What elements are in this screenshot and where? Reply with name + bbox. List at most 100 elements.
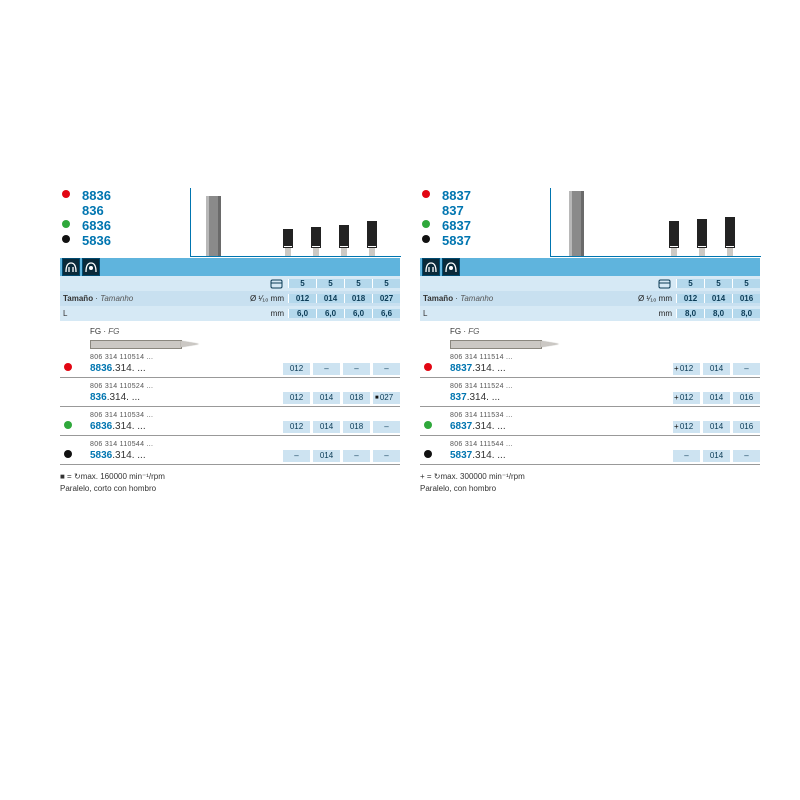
footnote: + = ↻max. 300000 min⁻¹/rpmParalelo, con … [420,465,760,495]
pkg-cell: 5 [288,279,316,288]
header-cell: 014 [704,294,732,303]
shank-icon [450,340,542,349]
product-codes: 806 314 111544 ...5837.314. ... [420,440,670,462]
large-bur-icon [569,191,584,256]
series-code: 5836 [82,233,111,248]
product-row: 806 314 110534 ...6836.314. ...012014018… [60,407,400,436]
package-icon [624,278,676,289]
size-cell: – [340,450,370,462]
size-cell: 012 [670,421,700,433]
row-unit: mm [624,309,676,318]
iso-number: 806 314 111544 ... [450,440,670,449]
size-cell: 014 [700,421,730,433]
product-row: 806 314 110544 ...5836.314. ...–014–– [60,436,400,465]
series-dot [422,235,430,243]
size-cell: 014 [700,363,730,375]
size-cell: 016 [730,392,760,404]
size-cell: 014 [310,421,340,433]
tooth-icon [62,258,80,276]
product-row: 806 314 111524 ...837.314. ...012014016 [420,378,760,407]
series-dot [62,235,70,243]
pkg-cell: 5 [704,279,732,288]
pkg-cell: 5 [316,279,344,288]
size-cell: 018 [340,392,370,404]
size-cell: 016 [730,421,760,433]
row-label: Tamaño · Tamanho [60,294,236,303]
iso-number: 806 314 110534 ... [90,411,280,420]
part-number: 5836.314. ... [90,449,280,462]
series-code: 8836 [82,188,111,203]
product-panel: 883683668365836 5555Tamaño · TamanhoØ ¹⁄… [60,188,400,495]
header-cell: 027 [372,294,400,303]
header-row: Tamaño · TamanhoØ ¹⁄₁₀ mm012014018027 [60,291,400,306]
size-cell: 014 [310,450,340,462]
size-cell: – [670,450,700,462]
package-qty-row: 5555 [60,276,400,291]
header-cell: 6,0 [344,309,372,318]
part-number: 5837.314. ... [450,449,670,462]
header-cell: 014 [316,294,344,303]
small-bur-icon [669,221,679,256]
small-bur-icon [339,225,349,256]
pkg-cell: 5 [372,279,400,288]
iso-number: 806 314 110524 ... [90,382,280,391]
series-code: 6836 [82,218,111,233]
size-cell: – [370,421,400,433]
size-cell: 012 [670,363,700,375]
header-cell: 6,0 [288,309,316,318]
iso-number: 806 314 110544 ... [90,440,280,449]
size-cell: 012 [280,392,310,404]
part-number: 6836.314. ... [90,420,280,433]
header-cell: 8,0 [732,309,760,318]
pkg-cell: 5 [732,279,760,288]
part-number: 8836.314. ... [90,362,280,375]
product-row: 806 314 111514 ...8837.314. ...012014– [420,349,760,378]
product-codes: 806 314 110514 ...8836.314. ... [60,353,280,375]
size-cell: 012 [280,421,310,433]
application-icon-bar [60,258,400,276]
product-codes: 806 314 110534 ...6836.314. ... [60,411,280,433]
product-codes: 806 314 110544 ...5836.314. ... [60,440,280,462]
product-codes: 806 314 111534 ...6837.314. ... [420,411,670,433]
small-bur-icon [311,227,321,256]
part-number: 837.314. ... [450,391,670,404]
bur-silhouettes [190,188,401,257]
shank-label: FG · FG [60,321,400,338]
package-qty-row: 555 [420,276,760,291]
product-row: 806 314 110524 ...836.314. ...0120140180… [60,378,400,407]
header-cell: 012 [288,294,316,303]
small-bur-icon [367,221,377,256]
pkg-cell: 5 [344,279,372,288]
row-label: L [60,309,236,318]
series-code: 5837 [442,233,471,248]
row-unit: mm [236,309,288,318]
header-cell: 012 [676,294,704,303]
size-cell: – [280,450,310,462]
shank-label: FG · FG [420,321,760,338]
series-codes: 883783768375837 [420,188,760,258]
size-cell: 018 [340,421,370,433]
header-cell: 018 [344,294,372,303]
series-dot [422,190,430,198]
size-cell: 012 [280,363,310,375]
product-row: 806 314 110514 ...8836.314. ...012––– [60,349,400,378]
series-code: 836 [82,203,104,218]
header-cell: 6,0 [316,309,344,318]
header-cell: 6,6 [372,309,400,318]
size-cell: 027 [370,392,400,404]
header-row: Tamaño · TamanhoØ ¹⁄₁₀ mm012014016 [420,291,760,306]
size-cell: 012 [670,392,700,404]
small-bur-icon [283,229,293,256]
row-label: L [420,309,624,318]
pkg-cell: 5 [676,279,704,288]
product-codes: 806 314 111524 ...837.314. ... [420,382,670,404]
size-cell: 014 [700,450,730,462]
row-unit: Ø ¹⁄₁₀ mm [236,294,288,303]
header-row: Lmm8,08,08,0 [420,306,760,321]
small-bur-icon [725,217,735,256]
product-panel: 883783768375837 555Tamaño · TamanhoØ ¹⁄₁… [420,188,760,495]
tooth-icon [422,258,440,276]
large-bur-icon [206,196,221,256]
product-row: 806 314 111534 ...6837.314. ...012014016 [420,407,760,436]
series-dot [62,190,70,198]
